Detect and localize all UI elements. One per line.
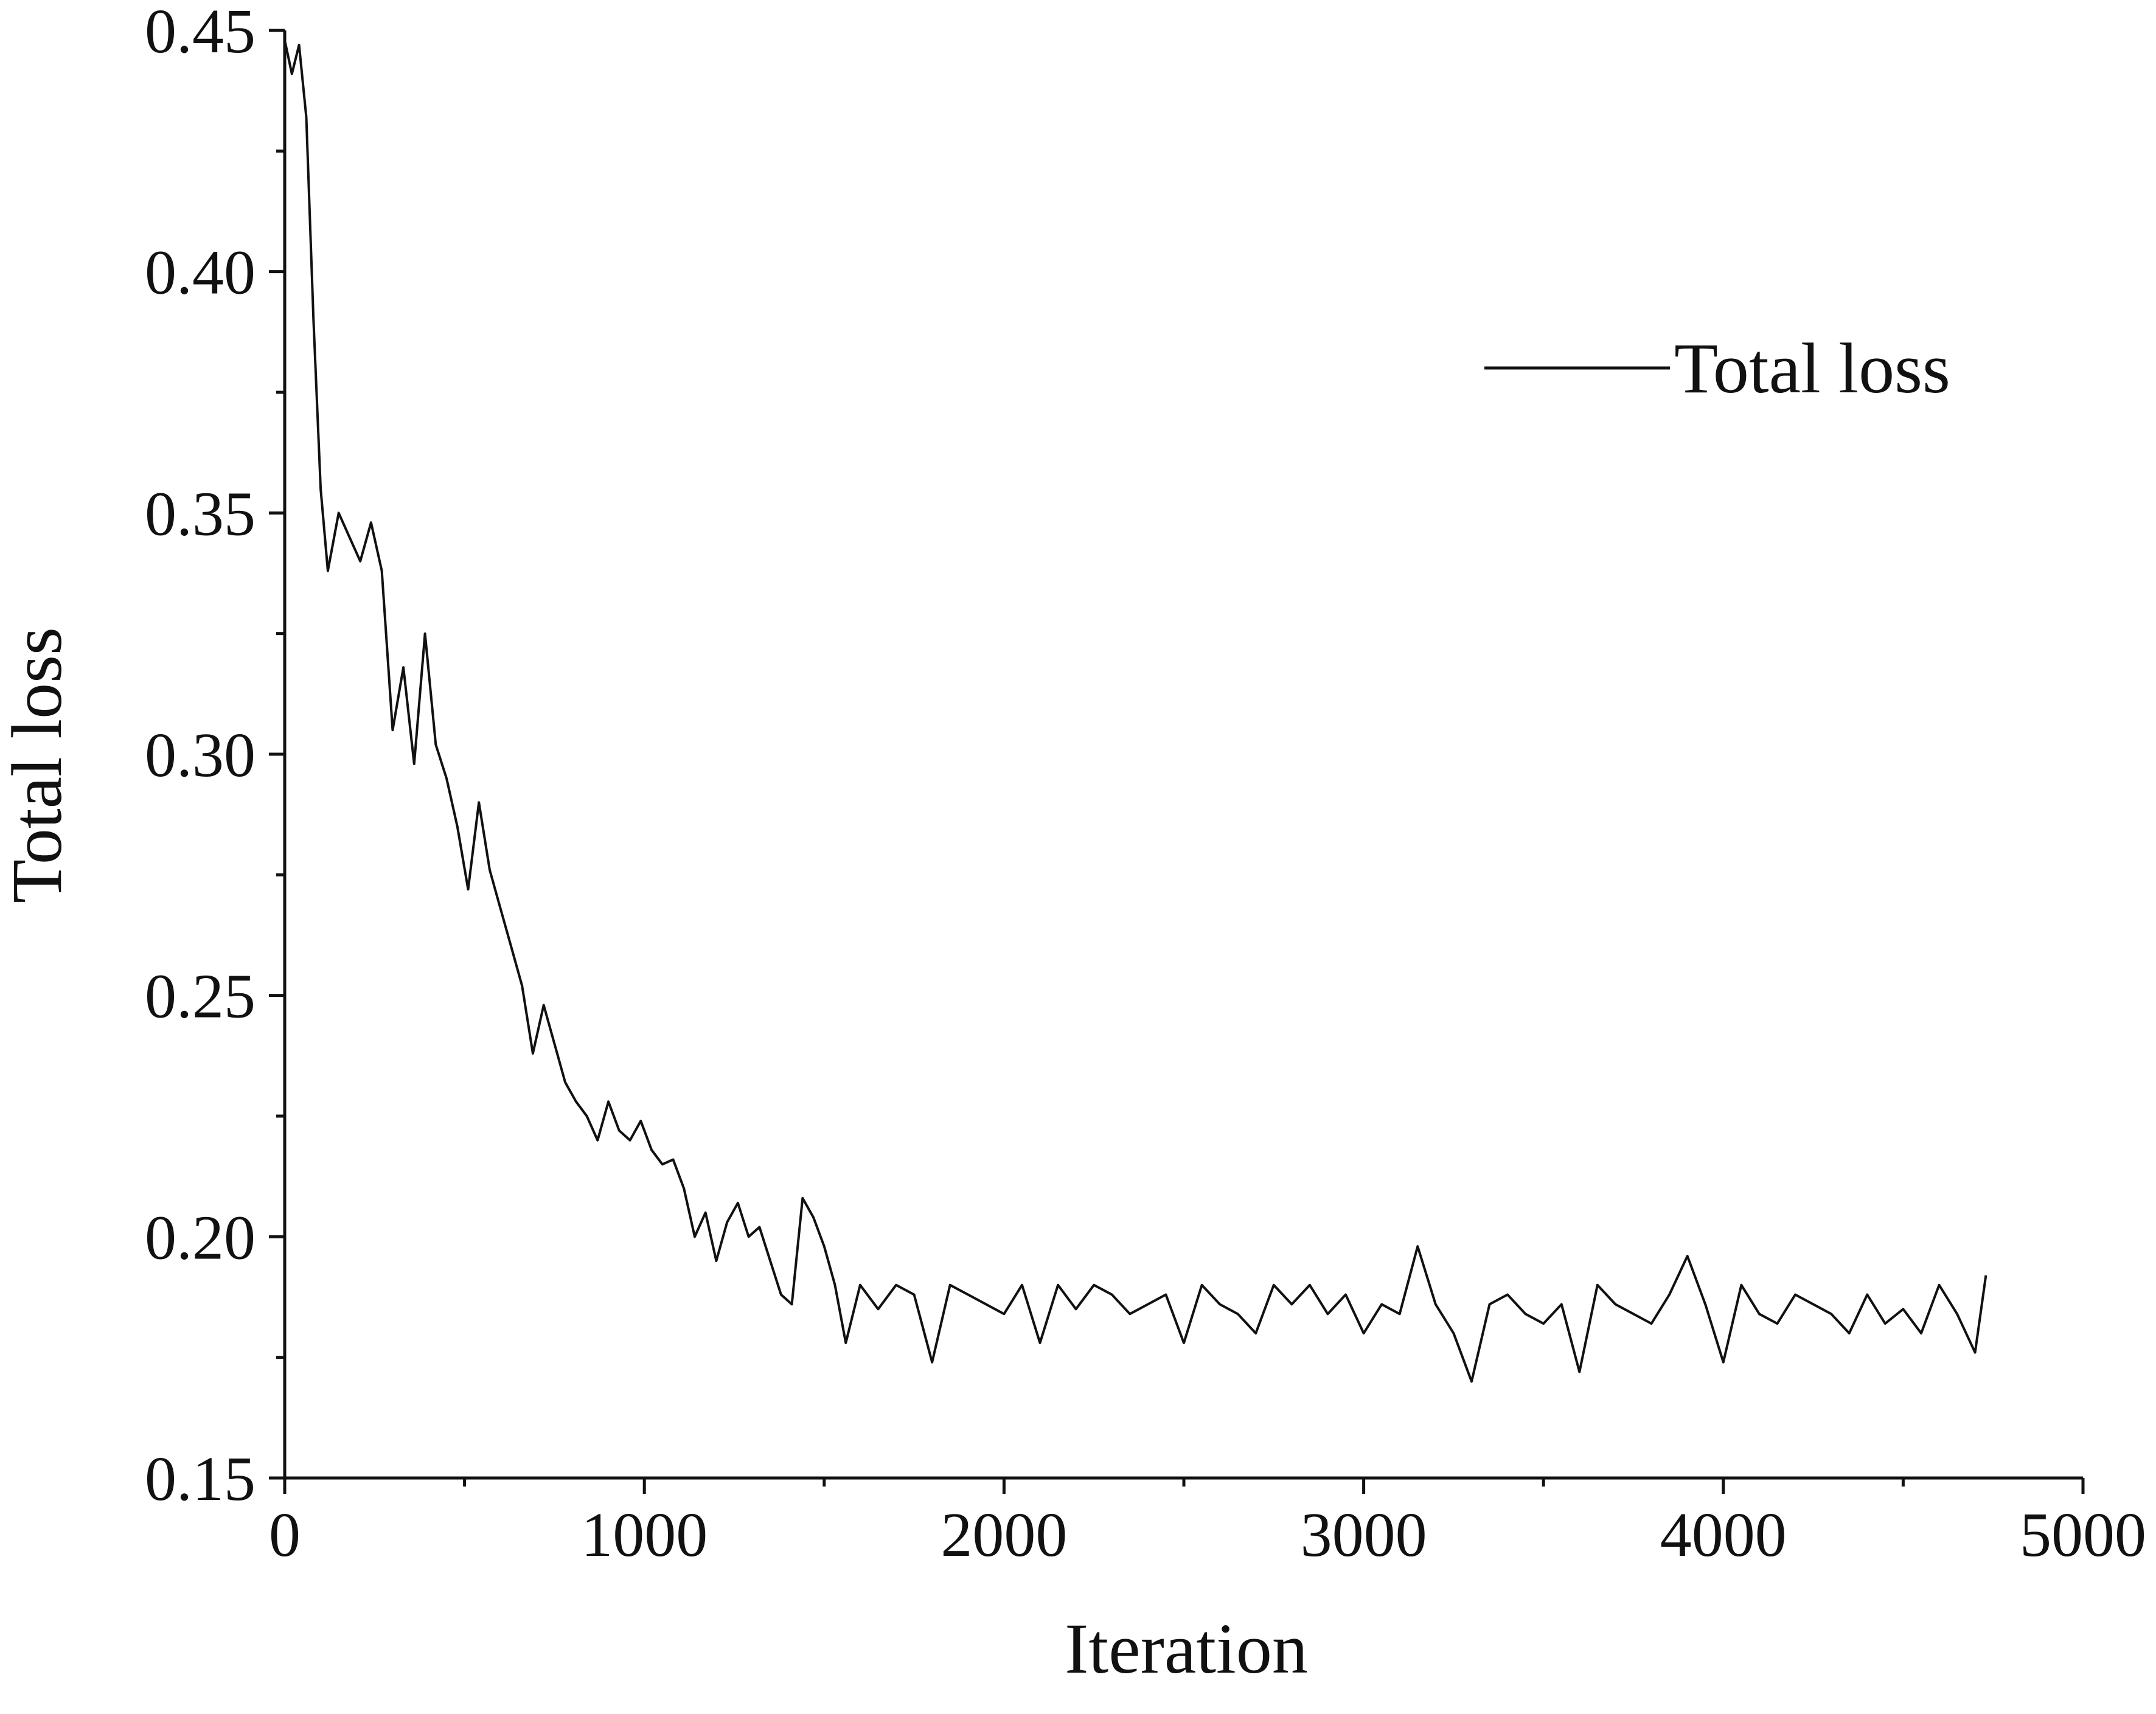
x-axis-title: Iteration — [1065, 1609, 1308, 1688]
x-tick-label: 5000 — [2020, 1500, 2146, 1570]
series-line-total-loss — [283, 40, 1987, 1383]
y-tick-label: 0.35 — [145, 479, 256, 549]
legend: Total loss — [1484, 328, 1950, 408]
y-tick-label: 0.25 — [145, 962, 256, 1032]
x-tick-label: 1000 — [581, 1500, 708, 1570]
legend-label: Total loss — [1674, 328, 1950, 408]
x-tick-label: 4000 — [1660, 1500, 1787, 1570]
y-axis-title: Total loss — [0, 627, 77, 903]
y-tick-label: 0.30 — [145, 720, 256, 790]
y-tick-label: 0.15 — [145, 1444, 256, 1514]
y-tick-label: 0.40 — [145, 238, 256, 308]
x-tick-label: 2000 — [941, 1500, 1067, 1570]
y-tick-label: 0.20 — [145, 1202, 256, 1272]
x-tick-label: 0 — [269, 1500, 301, 1570]
y-tick-label: 0.45 — [145, 0, 256, 66]
x-tick-label: 3000 — [1301, 1500, 1427, 1570]
plot-area: 0 1000 2000 3000 4000 5000 0.15 0.20 0.25 0.30 0.3… — [145, 0, 2146, 1570]
